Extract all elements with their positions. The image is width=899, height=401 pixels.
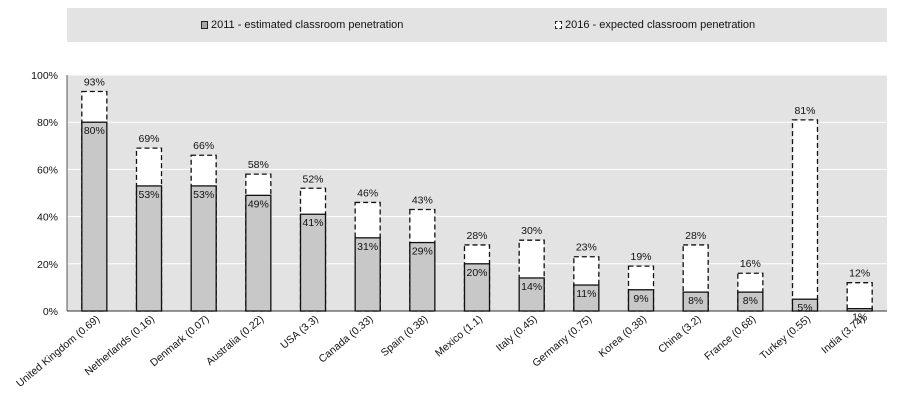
bar-2011 xyxy=(627,289,655,312)
legend-item-2011: 2011 - estimated classroom penetration xyxy=(201,8,403,42)
bar-2011 xyxy=(135,185,163,312)
data-label-2016: 23% xyxy=(576,242,597,254)
x-tick-label: China (3.2) xyxy=(656,313,704,356)
data-label-2016: 28% xyxy=(685,230,706,242)
bar-2011 xyxy=(299,213,327,312)
bar-2011 xyxy=(190,185,217,312)
bar-2011 xyxy=(409,241,436,312)
data-label-2011: 29% xyxy=(412,246,433,258)
x-tick-label: USA (3.3) xyxy=(278,313,321,351)
bar-2011 xyxy=(81,121,108,312)
bar-2011 xyxy=(518,277,545,312)
data-label-2011: 8% xyxy=(688,295,703,307)
data-label-2016: 19% xyxy=(630,251,651,263)
data-label-2016: 66% xyxy=(193,140,214,152)
legend-label-2011: 2011 - estimated classroom penetration xyxy=(211,19,404,31)
x-tick-label: India (3.74) xyxy=(819,313,867,356)
data-label-2011: 1% xyxy=(852,312,867,324)
y-tick-label: 20% xyxy=(37,259,58,271)
x-tick-label: Italy (0.45) xyxy=(494,313,540,354)
bar-2011 xyxy=(245,194,272,312)
data-label-2016: 69% xyxy=(138,133,159,145)
data-label-2011: 5% xyxy=(797,302,812,314)
bar-2011 xyxy=(354,237,381,312)
legend-label-2016: 2016 - expected classroom penetration xyxy=(565,19,756,31)
bar-2011 xyxy=(737,291,764,312)
legend-swatch-2016-icon xyxy=(555,21,562,29)
data-label-2011: 14% xyxy=(521,281,542,293)
legend-swatch-2011-icon xyxy=(201,21,208,29)
y-tick-label: 60% xyxy=(37,164,58,176)
x-tick-label: Mexico (1.1) xyxy=(433,313,485,359)
data-label-2016: 81% xyxy=(794,105,815,117)
data-label-2011: 20% xyxy=(466,267,487,279)
data-label-2011: 53% xyxy=(193,189,214,201)
data-label-2016: 58% xyxy=(248,159,269,171)
data-label-2011: 80% xyxy=(84,125,105,137)
y-tick-label: 0% xyxy=(43,306,58,318)
y-tick-label: 40% xyxy=(37,212,58,224)
x-tick-label: Australia (0.22) xyxy=(204,313,266,368)
y-tick-label: 80% xyxy=(37,117,58,129)
bar-2011 xyxy=(463,263,491,312)
data-label-2016: 46% xyxy=(357,187,378,199)
x-tick-label: Denmark (0.07) xyxy=(148,313,212,369)
bar-2016 xyxy=(791,119,819,312)
data-label-2011: 53% xyxy=(138,189,159,201)
data-label-2016: 16% xyxy=(740,258,761,270)
x-tick-label: Korea (0.38) xyxy=(596,313,648,360)
x-tick-label: Germany (0.75) xyxy=(530,313,594,369)
x-tick-label: France (0.68) xyxy=(702,313,758,363)
x-tick-label: Turkey (0.55) xyxy=(758,313,813,362)
data-label-2011: 49% xyxy=(248,198,269,210)
data-label-2011: 9% xyxy=(633,293,648,305)
data-label-2016: 30% xyxy=(521,225,542,237)
bar-2016 xyxy=(846,282,873,312)
data-label-2016: 28% xyxy=(466,230,487,242)
data-label-2016: 52% xyxy=(302,173,323,185)
data-label-2016: 93% xyxy=(84,77,105,89)
bar-2011 xyxy=(846,307,873,312)
data-label-2011: 41% xyxy=(302,217,323,229)
bar-2011 xyxy=(573,284,600,312)
y-tick-label: 100% xyxy=(31,70,58,82)
x-tick-label: Spain (0.38) xyxy=(379,313,431,359)
bar-2011 xyxy=(682,291,709,312)
legend-item-2016: 2016 - expected classroom penetration xyxy=(555,8,755,42)
data-label-2016: 43% xyxy=(412,195,433,207)
data-label-2011: 31% xyxy=(357,241,378,253)
bar-2011 xyxy=(791,298,819,312)
x-tick-label: United Kingdom (0.69) xyxy=(14,313,102,390)
data-label-2011: 11% xyxy=(576,288,596,300)
data-label-2016: 12% xyxy=(849,268,870,280)
data-label-2011: 8% xyxy=(743,295,758,307)
x-tick-label: Canada (0.33) xyxy=(316,313,375,365)
legend: 2011 - estimated classroom penetration 2… xyxy=(67,8,887,42)
